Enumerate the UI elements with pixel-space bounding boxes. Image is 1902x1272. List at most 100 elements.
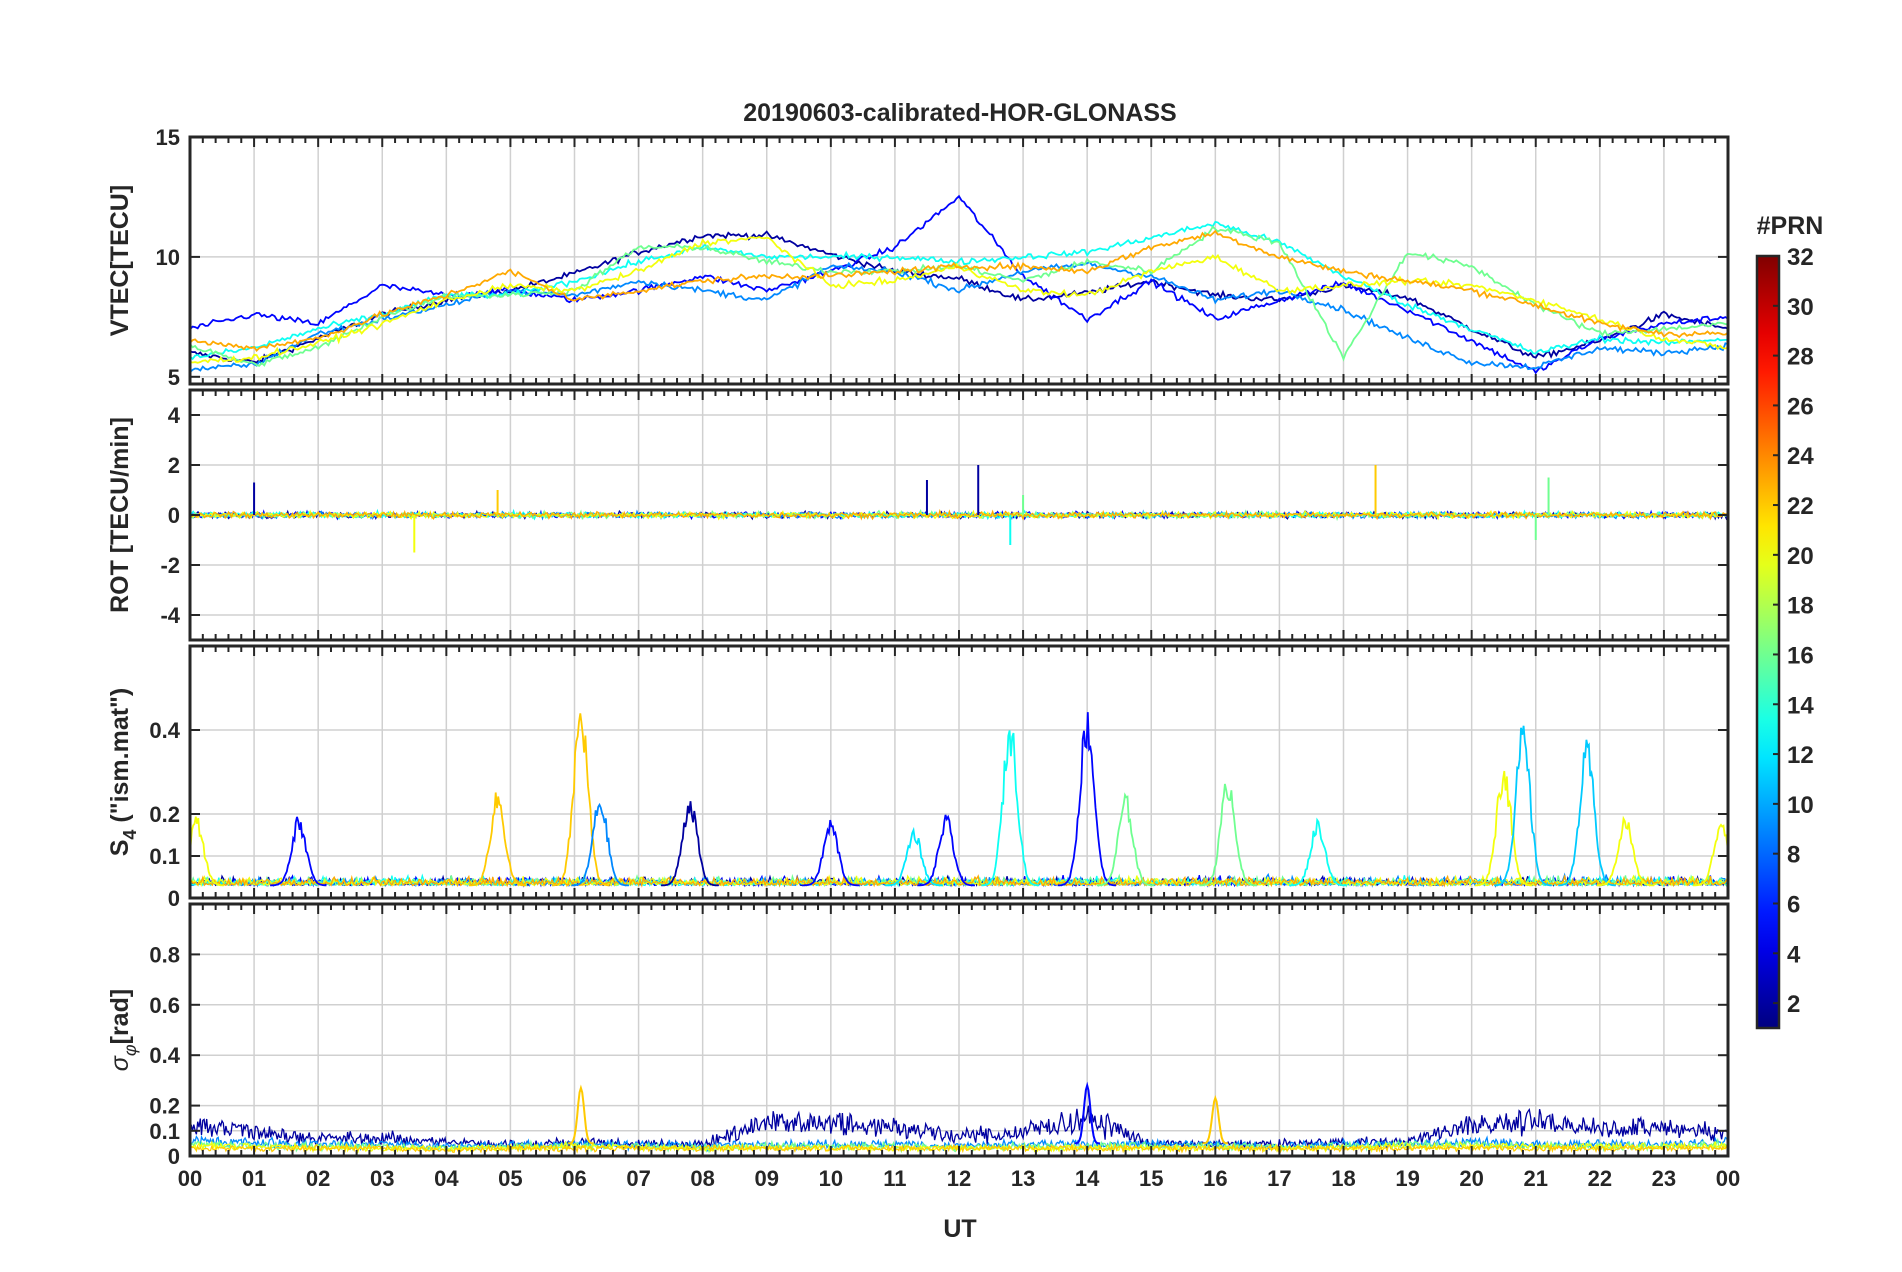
x-tick-label: 00 xyxy=(178,1166,202,1191)
y-tick-label: 0.4 xyxy=(149,718,180,743)
panel-s4: 0 0.1 0.2 0.4 S4 ("ism.mat") xyxy=(106,644,1730,911)
data-layer xyxy=(190,194,1728,375)
y-tick-label: 0 xyxy=(168,1144,180,1169)
colorbar-tick-label: 24 xyxy=(1787,443,1814,470)
y-axis-label-rest: [rad] xyxy=(106,989,134,1045)
x-tick-label: 10 xyxy=(819,1166,843,1191)
x-tick-label: 23 xyxy=(1652,1166,1676,1191)
vtec-series-6 xyxy=(190,229,1728,352)
x-tick-label: 05 xyxy=(498,1166,522,1191)
y-tick-label: -4 xyxy=(160,603,180,628)
colorbar-tick-label: 18 xyxy=(1787,593,1814,620)
x-tick-label: 19 xyxy=(1395,1166,1419,1191)
s4-peak xyxy=(190,816,225,887)
s4-peak xyxy=(802,819,860,887)
x-tick-label: 04 xyxy=(434,1166,459,1191)
colorbar-tick-label: 32 xyxy=(1787,244,1814,271)
s4-peak xyxy=(1494,725,1552,887)
x-tick-label: 08 xyxy=(690,1166,714,1191)
data-layer xyxy=(190,465,1728,553)
s4-peak xyxy=(917,814,976,887)
y-tick-label: 10 xyxy=(156,245,180,270)
x-tick-label: 14 xyxy=(1075,1166,1100,1191)
colorbar-tick-label: 14 xyxy=(1787,692,1814,719)
x-tick-label: 17 xyxy=(1267,1166,1291,1191)
y-axis-label: ROT [TECU/min] xyxy=(106,417,134,613)
y-tick-label: 0.6 xyxy=(149,993,180,1018)
colorbar-tick-label: 22 xyxy=(1787,493,1814,520)
s4-peak xyxy=(1596,815,1655,887)
y-tick-label: 0.1 xyxy=(149,844,180,869)
s4-peak xyxy=(885,826,943,887)
colorbar-tick-label: 16 xyxy=(1787,642,1814,669)
colorbar-tick-label: 8 xyxy=(1787,842,1800,869)
vtec-series-2 xyxy=(190,260,1728,373)
y-axis-label: σφ[rad] xyxy=(106,989,140,1071)
y-axis-label: VTEC[TECU] xyxy=(106,185,134,336)
x-tick-label: 03 xyxy=(370,1166,394,1191)
s4-peak xyxy=(270,816,327,887)
x-tick-label: 06 xyxy=(562,1166,586,1191)
y-axis-label-sub: 4 xyxy=(120,830,140,840)
s4-peak xyxy=(1558,739,1616,887)
colorbar-tick-label: 28 xyxy=(1787,344,1814,371)
colorbar-tick-label: 12 xyxy=(1787,742,1814,769)
x-tick-label: 09 xyxy=(755,1166,779,1191)
s4-peak xyxy=(468,792,527,887)
figure-title: 20190603-calibrated-HOR-GLONASS xyxy=(743,99,1176,127)
colorbar-tick-label: 10 xyxy=(1787,792,1814,819)
y-axis-label: S4 ("ism.mat") xyxy=(106,688,140,857)
rot-series-6 xyxy=(190,508,1728,521)
y-tick-label: 5 xyxy=(168,365,180,390)
colorbar-tick-label: 6 xyxy=(1787,891,1800,918)
sigma-peak xyxy=(568,1084,594,1145)
x-tick-label: 11 xyxy=(883,1166,906,1191)
s4-peak xyxy=(660,801,719,887)
x-tick-label: 07 xyxy=(626,1166,650,1191)
x-tick-label: 16 xyxy=(1203,1166,1227,1191)
data-layer xyxy=(190,712,1728,888)
x-tick-label: 00 xyxy=(1716,1166,1740,1191)
colorbar-tick-label: 2 xyxy=(1787,991,1800,1018)
x-tick-label: 01 xyxy=(242,1166,266,1191)
s4-peak xyxy=(1474,770,1533,887)
x-tick-label: 20 xyxy=(1459,1166,1483,1191)
vtec-series-3 xyxy=(190,220,1728,361)
panel-rot: -4 -2 0 2 4 ROT [TECU/min] xyxy=(106,388,1730,642)
s4-peak xyxy=(571,802,630,887)
y-axis-label-main: σ xyxy=(106,1055,134,1071)
s4-series-5 xyxy=(190,874,1728,888)
x-tick-label: 13 xyxy=(1011,1166,1035,1191)
s4-peak xyxy=(552,713,610,887)
s4-peak xyxy=(1289,817,1347,887)
x-tick-label: 15 xyxy=(1139,1166,1163,1191)
y-tick-label: 2 xyxy=(168,453,180,478)
y-tick-label: 0.2 xyxy=(149,1094,180,1119)
y-tick-label: -2 xyxy=(160,553,180,578)
sigma-peak xyxy=(1074,1081,1101,1145)
colorbar-gradient xyxy=(1757,256,1779,1028)
y-axis-label-sub: φ xyxy=(120,1044,140,1056)
y-axis-label-main: S xyxy=(106,840,134,857)
y-tick-label: 0.4 xyxy=(149,1043,180,1068)
x-tick-label: 12 xyxy=(947,1166,971,1191)
sigma-peak xyxy=(1202,1094,1229,1145)
y-tick-label: 0.8 xyxy=(149,942,180,967)
x-tick-label: 21 xyxy=(1524,1166,1548,1191)
x-tick-label: 02 xyxy=(306,1166,330,1191)
s4-series-6 xyxy=(190,874,1728,888)
s4-peak xyxy=(1058,712,1116,887)
y-axis-label-rest: ("ism.mat") xyxy=(106,688,134,830)
y-tick-label: 0.1 xyxy=(149,1119,180,1144)
y-tick-label: 4 xyxy=(168,403,181,428)
panel-vtec: 5 10 15 VTEC[TECU] xyxy=(106,125,1730,390)
x-axis-label: UT xyxy=(943,1215,976,1243)
x-tick-label: 22 xyxy=(1588,1166,1612,1191)
colorbar-tick-label: 20 xyxy=(1787,543,1814,570)
panel-sigma_phi: 00.10.2 0.4 0.6 0.8 σφ[rad] xyxy=(106,902,1730,1169)
s4-peak xyxy=(1199,783,1258,887)
x-tick-label: 18 xyxy=(1331,1166,1355,1191)
y-tick-label: 0 xyxy=(168,503,180,528)
